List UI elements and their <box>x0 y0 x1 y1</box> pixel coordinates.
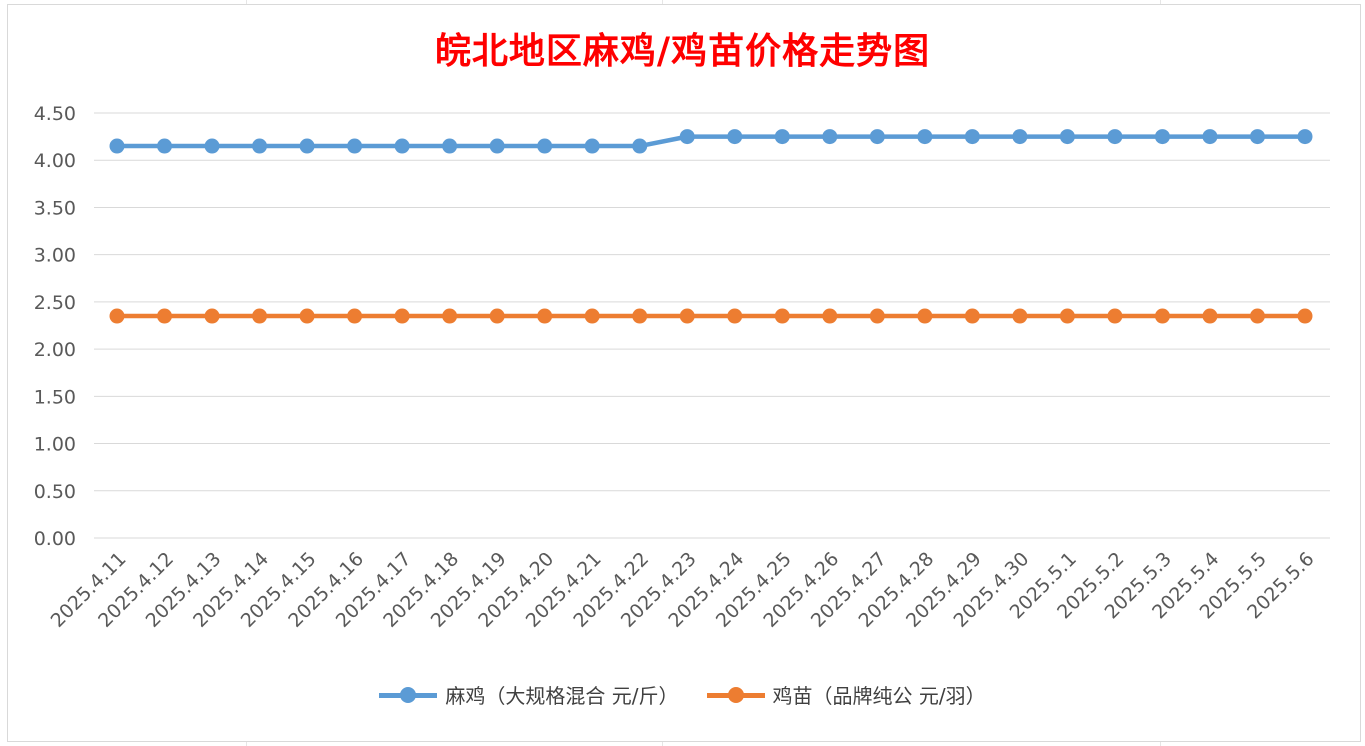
series-2-point <box>727 308 743 324</box>
series-2-point <box>204 308 220 324</box>
series-2-point <box>679 308 695 324</box>
series-2-point <box>632 308 648 324</box>
legend-item-series-1: 麻鸡（大规格混合 元/斤） <box>379 680 679 709</box>
y-tick-label: 1.50 <box>34 386 76 408</box>
series-2-point <box>964 308 980 324</box>
series-2-point <box>442 308 458 324</box>
legend: 麻鸡（大规格混合 元/斤） 鸡苗（品牌纯公 元/羽） <box>0 680 1365 709</box>
series-2-point <box>157 308 173 324</box>
series-1-point <box>347 138 363 154</box>
y-tick-label: 3.50 <box>34 197 76 219</box>
y-tick-label: 2.00 <box>34 339 76 361</box>
series-2-point <box>1249 308 1265 324</box>
y-tick-label: 4.50 <box>34 103 76 125</box>
series-1-point <box>1297 129 1313 145</box>
series-1-point <box>679 129 695 145</box>
series-1-point <box>394 138 410 154</box>
legend-swatch-series-2 <box>706 686 765 704</box>
series-2-point <box>252 308 268 324</box>
series-2-point <box>822 308 838 324</box>
series-1-point <box>537 138 553 154</box>
series-2-point <box>1154 308 1170 324</box>
series-1-point <box>1012 129 1028 145</box>
series-1-point <box>252 138 268 154</box>
series-2-point <box>299 308 315 324</box>
series-2-point <box>347 308 363 324</box>
series-1-point <box>1202 129 1218 145</box>
legend-item-series-2: 鸡苗（品牌纯公 元/羽） <box>706 680 986 709</box>
series-1-point <box>1059 129 1075 145</box>
series-2-point <box>1059 308 1075 324</box>
series-2-point <box>584 308 600 324</box>
y-tick-label: 0.50 <box>34 481 76 503</box>
legend-label-series-2: 鸡苗（品牌纯公 元/羽） <box>772 684 986 708</box>
series-1-point <box>869 129 885 145</box>
series-1-point <box>109 138 125 154</box>
series-line-1 <box>114 134 1308 149</box>
series-2-point <box>1202 308 1218 324</box>
series-2-point <box>489 308 505 324</box>
chart-area[interactable] <box>7 4 1361 742</box>
series-1-point <box>1154 129 1170 145</box>
series-2-point <box>1012 308 1028 324</box>
legend-label-series-1: 麻鸡（大规格混合 元/斤） <box>445 684 679 708</box>
series-2-point <box>917 308 933 324</box>
legend-swatch-series-1 <box>379 686 438 704</box>
series-1-point <box>822 129 838 145</box>
series-2-point <box>537 308 553 324</box>
series-1-point <box>964 129 980 145</box>
series-1-point <box>727 129 743 145</box>
series-1-point <box>584 138 600 154</box>
series-2-point <box>869 308 885 324</box>
series-2-point <box>1297 308 1313 324</box>
series-2-point <box>394 308 410 324</box>
series-2-point <box>774 308 790 324</box>
series-1-point <box>489 138 505 154</box>
y-tick-label: 1.00 <box>34 434 76 456</box>
y-tick-label: 3.00 <box>34 245 76 267</box>
series-2-point <box>1107 308 1123 324</box>
series-1-point <box>632 138 648 154</box>
series-1-point <box>774 129 790 145</box>
series-1-point <box>442 138 458 154</box>
series-1-point <box>1107 129 1123 145</box>
series-1-point <box>917 129 933 145</box>
y-tick-label: 0.00 <box>34 528 76 550</box>
chart-title: 皖北地区麻鸡/鸡苗价格走势图 <box>434 30 931 72</box>
series-1-point <box>1249 129 1265 145</box>
series-1-point <box>204 138 220 154</box>
y-tick-label: 4.00 <box>34 150 76 172</box>
series-2-point <box>109 308 125 324</box>
y-tick-label: 2.50 <box>34 292 76 314</box>
series-1-point <box>157 138 173 154</box>
series-1-point <box>299 138 315 154</box>
